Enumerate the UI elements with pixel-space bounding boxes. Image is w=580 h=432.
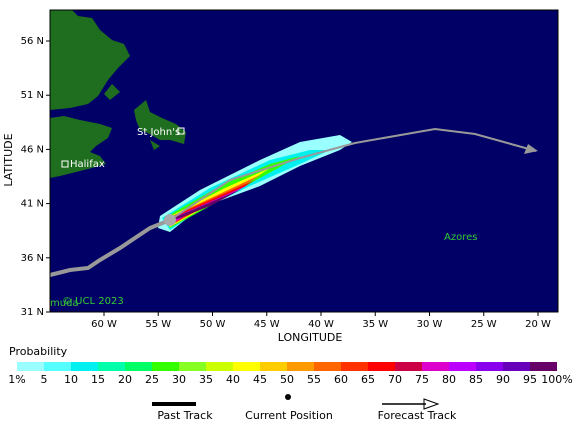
legend-label: 35 [199,373,213,386]
key-label: Past Track [157,409,213,422]
y-tick-label: 31 N [21,307,44,318]
x-tick-label: 55 W [145,319,171,330]
forecast-track [169,127,537,221]
x-tick-label: 45 W [254,319,280,330]
x-tick-label: 40 W [308,319,334,330]
legend-label: 80 [442,373,456,386]
place-label: muda [50,298,79,309]
legend-label: 5 [41,373,48,386]
legend-label: 85 [469,373,483,386]
legend-swatch [449,362,476,371]
legend-swatch [422,362,449,371]
x-tick-label: 30 W [417,319,443,330]
forecast-arrow [524,144,538,154]
past-track [49,218,171,277]
legend-swatch [395,362,422,371]
legend-swatch [44,362,71,371]
legend-label: 15 [91,373,105,386]
legend-swatch [476,362,503,371]
map-frame [49,9,559,313]
legend-swatch [233,362,260,371]
legend-label: 1% [8,373,25,386]
x-tick-label: 35 W [362,319,388,330]
legend-label: 100% [541,373,572,386]
place-label: Halifax [70,159,105,170]
legend-title: Probability [9,345,68,358]
place-label: Azores [444,232,477,243]
legend-label: 40 [226,373,240,386]
x-tick-label: 20 W [525,319,551,330]
key-label: Current Position [245,409,333,422]
forecast-key-arrow [423,398,440,410]
legend-swatch [368,362,395,371]
legend-swatch [260,362,287,371]
legend-label: 70 [388,373,402,386]
legend-swatch [98,362,125,371]
legend-label: 65 [361,373,375,386]
x-axis-title: LONGITUDE [278,331,343,344]
current-key [285,394,291,400]
legend-swatch [71,362,98,371]
legend-swatch [341,362,368,371]
land [50,10,186,178]
legend-swatch [179,362,206,371]
x-tick-label: 25 W [471,319,497,330]
legend-swatch [152,362,179,371]
legend-swatch [17,362,44,371]
current-position [164,214,176,226]
legend-swatch [125,362,152,371]
legend-swatch [503,362,530,371]
legend-label: 10 [64,373,78,386]
legend-label: 75 [415,373,429,386]
legend-swatch [530,362,557,371]
legend-label: 95 [523,373,537,386]
y-axis-title: LATITUDE [2,133,15,186]
y-tick-label: 51 N [21,90,44,101]
y-tick-label: 46 N [21,144,44,155]
y-tick-label: 56 N [21,36,44,47]
marker [177,127,185,135]
legend-swatch [287,362,314,371]
marker [61,160,69,168]
legend-label: 25 [145,373,159,386]
y-tick-label: 41 N [21,199,44,210]
legend-swatch [206,362,233,371]
place-label: St John's [137,127,180,138]
legend-swatch [314,362,341,371]
legend-label: 30 [172,373,186,386]
legend-label: 50 [280,373,294,386]
x-tick-label: 50 W [200,319,226,330]
x-tick-label: 60 W [91,319,117,330]
legend-label: 90 [496,373,510,386]
credit: © UCL 2023 [62,296,124,307]
legend-label: 20 [118,373,132,386]
legend-label: 60 [334,373,348,386]
y-tick-label: 36 N [21,253,44,264]
probability-cone [158,135,352,232]
legend-label: 45 [253,373,267,386]
key-label: Forecast Track [378,409,457,422]
legend-label: 55 [307,373,321,386]
